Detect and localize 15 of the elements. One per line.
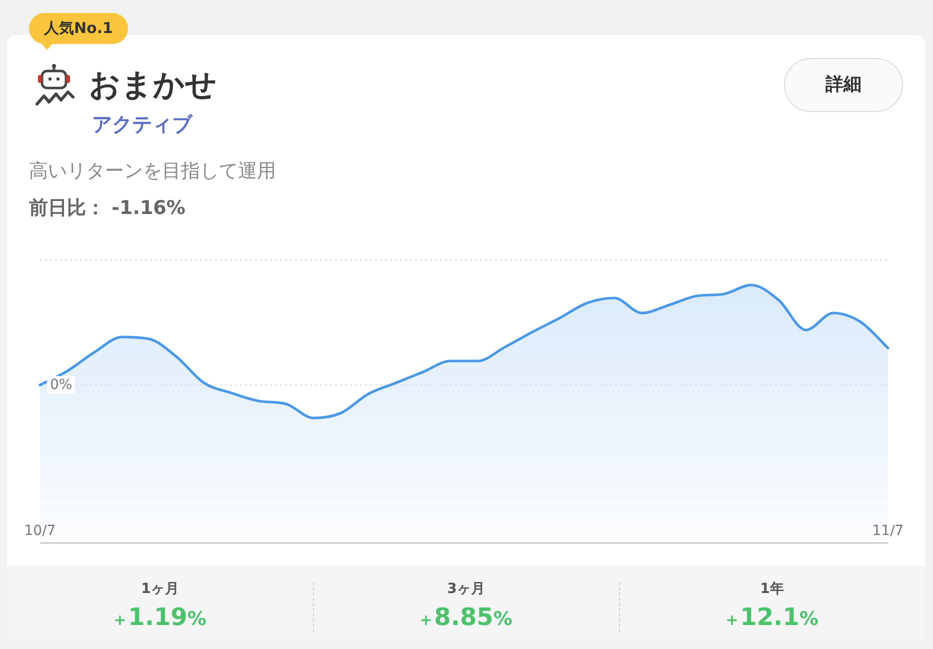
x-tick-label: 10/7 xyxy=(24,523,56,539)
text: +1.19% xyxy=(114,603,206,631)
text: 3ヶ月 xyxy=(447,580,485,598)
text: 1ヶ月 xyxy=(141,580,179,598)
text: 1年 xyxy=(760,580,784,598)
text: 詳細 xyxy=(784,58,903,112)
text: 前日比： -1.16% xyxy=(29,196,186,221)
text: 高いリターンを目指して運用 xyxy=(29,159,276,184)
text: +12.1% xyxy=(726,603,818,631)
chart-title: おまかせ xyxy=(89,66,217,105)
text: +8.85% xyxy=(420,603,512,631)
text: 人気No.1 xyxy=(29,13,128,44)
chart-subtitle: アクティブ xyxy=(92,111,192,138)
ref-line-label: 0% xyxy=(50,377,72,393)
x-tick-label: 11/7 xyxy=(872,523,904,539)
